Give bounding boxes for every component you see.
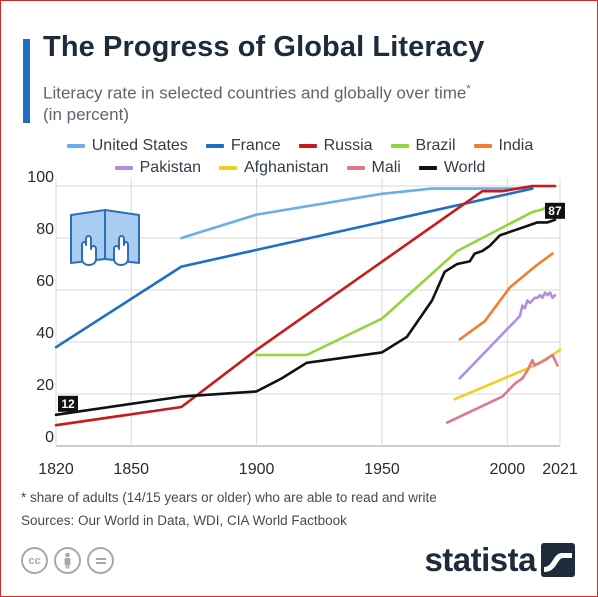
chart-legend: United States France Russia Brazil India Pak… <box>1 136 598 180</box>
x-tick-label: 1900 <box>239 461 275 478</box>
person-glyph-icon <box>64 552 71 569</box>
legend-item-france[interactable]: France <box>205 137 281 155</box>
chart-subtitle: Literacy rate in selected countries and … <box>43 79 563 125</box>
chart-title: The Progress of Global Literacy <box>43 31 485 63</box>
legend-item-world[interactable]: World <box>418 159 486 177</box>
statista-logo[interactable]: statista <box>424 541 575 579</box>
y-tick-label: 0 <box>45 429 54 446</box>
subtitle-unit: (in percent) <box>43 104 129 124</box>
legend-label: Pakistan <box>139 159 201 176</box>
legend-label: Russia <box>323 137 373 154</box>
legend-swatch <box>66 144 85 148</box>
x-tick-label: 1850 <box>113 461 149 478</box>
legend-label: France <box>230 137 281 154</box>
legend-item-mali[interactable]: Mali <box>346 159 401 177</box>
y-tick-label: 60 <box>36 273 54 290</box>
legend-swatch <box>418 166 437 170</box>
y-tick-label: 40 <box>36 325 54 342</box>
value-label-box <box>544 202 565 219</box>
legend-swatch <box>346 166 365 170</box>
legend-row: United States France Russia Brazil India <box>1 136 598 156</box>
x-tick-label: 1820 <box>38 461 74 478</box>
legend-swatch <box>219 166 237 170</box>
x-tick-label: 2021 <box>542 461 578 478</box>
legend-item-united-states[interactable]: United States <box>66 137 188 155</box>
attribution-icon[interactable] <box>54 547 81 574</box>
legend-label: World <box>443 159 486 176</box>
subtitle-footnote-marker: * <box>466 83 471 95</box>
equals-glyph-icon <box>95 557 106 564</box>
legend-swatch <box>205 144 224 148</box>
cc-icon[interactable]: cc <box>21 547 48 574</box>
legend-item-pakistan[interactable]: Pakistan <box>114 159 201 177</box>
legend-item-afghanistan[interactable]: Afghanistan <box>219 159 329 177</box>
series-line-world <box>54 218 557 417</box>
sources-note: Sources: Our World in Data, WDI, CIA Wor… <box>21 513 347 528</box>
series-line-pakistan <box>458 291 557 380</box>
series-line-brazil <box>255 202 557 357</box>
x-tick-label: 1950 <box>364 461 400 478</box>
brand-wordmark: statista <box>424 541 536 578</box>
y-tick-label: 100 <box>27 169 54 186</box>
series-line-united-states <box>180 187 534 240</box>
value-label: 12 <box>61 397 75 411</box>
y-tick-label: 20 <box>36 377 54 394</box>
literacy-line-chart: 0 20 40 60 80 100 1820 1850 1900 1950 2000 2021 12 87 <box>27 169 578 478</box>
value-label-box <box>58 395 78 412</box>
legend-swatch <box>298 144 317 148</box>
x-tick-label: 2000 <box>490 461 526 478</box>
series-line-india <box>458 252 554 341</box>
legend-label: United States <box>91 137 188 154</box>
series-line-france <box>54 187 534 349</box>
legend-label: Afghanistan <box>244 159 329 176</box>
statista-mark-icon <box>541 543 575 577</box>
subtitle-text: Literacy rate in selected countries and … <box>43 83 467 103</box>
legend-swatch <box>390 144 409 148</box>
legend-label: Mali <box>371 159 401 176</box>
value-label: 87 <box>548 204 562 218</box>
open-book-icon <box>70 209 140 266</box>
series-line-russia <box>54 184 557 427</box>
legend-item-brazil[interactable]: Brazil <box>390 137 456 155</box>
legend-label: Brazil <box>415 137 456 154</box>
no-derivatives-icon[interactable] <box>87 547 114 574</box>
series-line-mali <box>445 353 559 424</box>
legend-swatch <box>114 166 133 170</box>
footnote: * share of adults (14/15 years or older)… <box>21 490 437 505</box>
legend-swatch <box>473 144 492 148</box>
legend-item-russia[interactable]: Russia <box>298 137 373 155</box>
legend-label: India <box>498 137 534 154</box>
license-icons: cc <box>21 547 120 574</box>
legend-item-india[interactable]: India <box>473 137 534 155</box>
y-tick-label: 80 <box>36 221 54 238</box>
legend-row: Pakistan Afghanistan Mali World <box>1 158 598 178</box>
title-accent-bar <box>23 39 30 123</box>
